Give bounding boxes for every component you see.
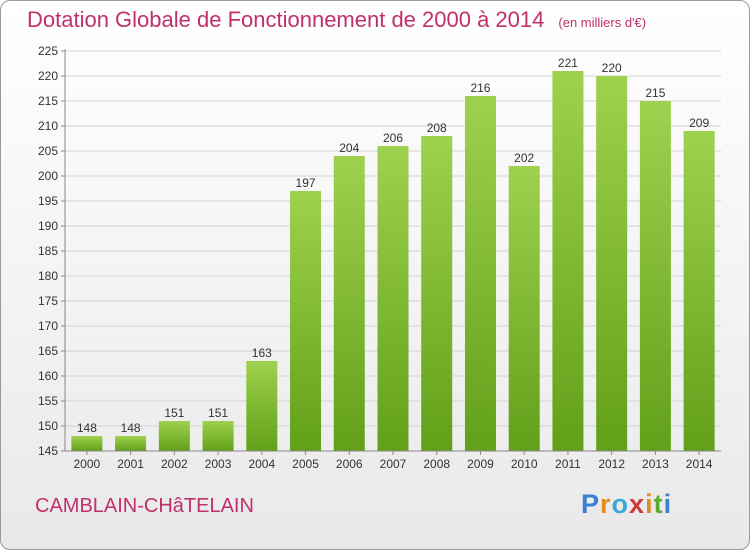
data-label: 148 xyxy=(121,421,141,435)
bar xyxy=(377,146,409,451)
data-label: 208 xyxy=(427,121,447,135)
data-label: 221 xyxy=(558,56,578,70)
y-tick-label: 175 xyxy=(38,294,58,308)
y-tick-label: 215 xyxy=(38,94,58,108)
data-label: 202 xyxy=(514,151,534,165)
data-label: 148 xyxy=(77,421,97,435)
logo-letter: P xyxy=(581,489,601,519)
x-tick-label: 2013 xyxy=(642,457,669,471)
logo-letter: i xyxy=(663,489,673,519)
x-tick-label: 2011 xyxy=(555,457,581,471)
y-tick-label: 205 xyxy=(38,144,58,158)
proxiti-logo: Proxiti xyxy=(581,489,672,520)
data-label: 206 xyxy=(383,131,403,145)
bar xyxy=(333,156,365,451)
y-tick-label: 160 xyxy=(38,369,58,383)
x-tick-label: 2007 xyxy=(380,457,407,471)
data-label: 204 xyxy=(339,141,359,155)
data-label: 151 xyxy=(164,406,184,420)
y-tick-label: 150 xyxy=(38,419,58,433)
data-label: 215 xyxy=(645,86,665,100)
axes: 145 150 155 160 165 170 175 180 185 190 195 200 205 2… xyxy=(38,44,721,471)
y-tick-label: 200 xyxy=(38,169,58,183)
bar xyxy=(683,131,715,451)
x-tick-label: 2014 xyxy=(686,457,713,471)
x-tick-label: 2002 xyxy=(161,457,188,471)
logo-letter: x xyxy=(629,489,646,519)
bar xyxy=(421,136,453,451)
x-tick-label: 2012 xyxy=(598,457,625,471)
y-tick-label: 145 xyxy=(38,444,58,458)
x-tick-label: 2004 xyxy=(248,457,275,471)
bar xyxy=(115,436,147,451)
y-tick-label: 185 xyxy=(38,244,58,258)
y-tick-label: 180 xyxy=(38,269,58,283)
y-tick-label: 165 xyxy=(38,344,58,358)
logo-letter: t xyxy=(653,489,664,519)
bar xyxy=(290,191,322,451)
x-tick-label: 2010 xyxy=(511,457,538,471)
y-tick-label: 155 xyxy=(38,394,58,408)
x-tick-label: 2006 xyxy=(336,457,363,471)
bar xyxy=(508,166,540,451)
data-label: 209 xyxy=(689,116,709,130)
commune-name: CAMBLAIN-CHâTELAIN xyxy=(35,495,254,517)
x-tick-label: 2008 xyxy=(423,457,450,471)
chart-title: Dotation Globale de Fonctionnement de 20… xyxy=(27,7,646,33)
data-label: 163 xyxy=(252,346,272,360)
bar xyxy=(596,76,628,451)
y-tick-label: 225 xyxy=(38,44,58,58)
labels: 148 148 151 151 163 197 204 206 208 216 202 221 220 2… xyxy=(77,56,710,435)
data-label: 220 xyxy=(602,61,622,75)
y-tick-label: 170 xyxy=(38,319,58,333)
bar xyxy=(246,361,278,451)
logo-letter: o xyxy=(611,489,630,519)
bar xyxy=(552,71,584,451)
y-tick-label: 190 xyxy=(38,219,58,233)
bar xyxy=(71,436,103,451)
y-tick-label: 210 xyxy=(38,119,58,133)
x-tick-label: 2009 xyxy=(467,457,494,471)
logo-letter: r xyxy=(600,489,612,519)
x-tick-label: 2005 xyxy=(292,457,319,471)
bar xyxy=(464,96,496,451)
data-label: 151 xyxy=(208,406,228,420)
x-tick-label: 2003 xyxy=(205,457,232,471)
unit-label: (en milliers d'€) xyxy=(558,15,647,30)
bar xyxy=(158,421,190,451)
y-tick-label: 220 xyxy=(38,69,58,83)
data-label: 216 xyxy=(470,81,490,95)
bar xyxy=(639,101,671,451)
chart-title-text: Dotation Globale de Fonctionnement de 20… xyxy=(27,7,545,32)
y-tick-label: 195 xyxy=(38,194,58,208)
x-tick-label: 2001 xyxy=(117,457,144,471)
bar xyxy=(202,421,234,451)
data-label: 197 xyxy=(296,176,316,190)
bars xyxy=(71,71,715,451)
logo-letter: i xyxy=(645,489,654,519)
x-tick-label: 2000 xyxy=(74,457,101,471)
